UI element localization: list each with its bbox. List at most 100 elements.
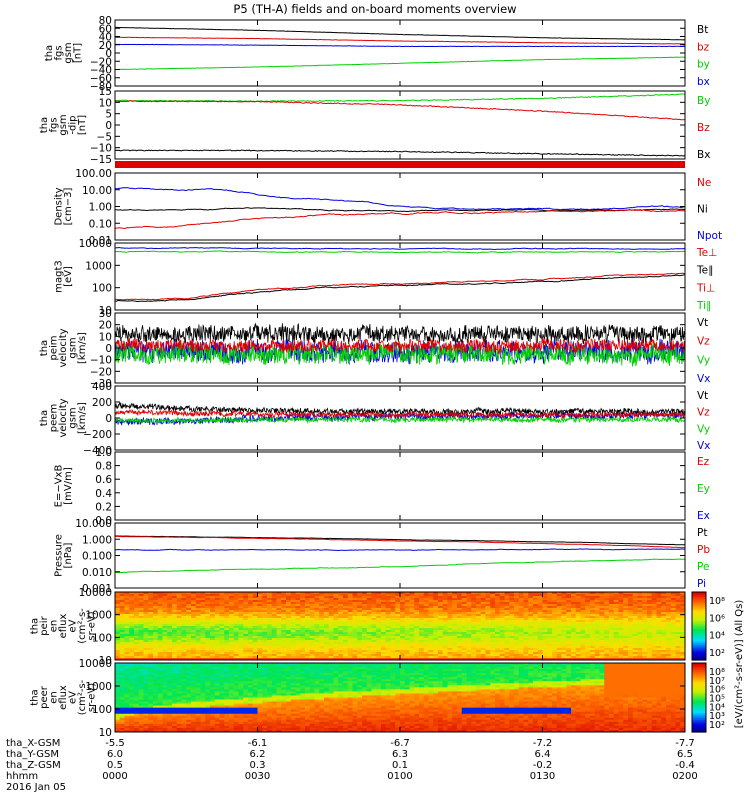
spec-cell — [347, 646, 354, 649]
spec-cell — [419, 634, 425, 637]
spec-cell — [343, 632, 349, 635]
spec-cell — [195, 654, 202, 657]
spec-cell — [423, 608, 430, 611]
spec-cell — [162, 703, 168, 707]
spec-cell — [523, 636, 529, 639]
spec-cell — [338, 630, 344, 633]
spec-cell — [167, 665, 173, 668]
spec-cell — [214, 652, 221, 655]
spec-cell — [191, 594, 197, 597]
spec-cell — [509, 606, 515, 609]
spec-cell — [172, 650, 178, 653]
spec-cell — [181, 689, 187, 693]
spec-cell — [300, 616, 306, 619]
spec-cell — [542, 636, 548, 639]
spec-cell — [119, 697, 126, 701]
spec-cell — [409, 646, 415, 649]
spec-cell — [124, 646, 130, 649]
series-line-Vt — [115, 322, 685, 346]
spec-cell — [509, 600, 515, 603]
spec-cell — [414, 636, 420, 639]
spec-cell — [124, 673, 130, 676]
spec-cell — [176, 642, 183, 645]
spec-cell — [328, 620, 335, 623]
spec-cell — [200, 608, 206, 611]
spec-cell — [176, 658, 183, 660]
spec-cell — [409, 654, 415, 657]
spec-cell — [571, 606, 577, 609]
spec-cell — [153, 709, 159, 713]
spec-cell — [115, 729, 121, 732]
spec-cell — [428, 616, 434, 619]
spec-cell — [590, 658, 596, 660]
spec-cell — [129, 606, 135, 609]
spec-cell — [376, 608, 382, 611]
spec-cell — [138, 723, 145, 727]
spec-cell — [438, 640, 444, 643]
spec-cell — [148, 656, 154, 659]
spec-cell — [162, 658, 168, 660]
spec-cell — [267, 654, 273, 657]
spec-cell — [172, 610, 178, 613]
spec-cell — [186, 654, 192, 657]
spec-cell — [124, 677, 130, 680]
spec-cell — [566, 606, 572, 609]
spec-cell — [309, 608, 316, 611]
spec-cell — [167, 663, 173, 666]
spec-cell — [233, 632, 240, 635]
spec-cell — [281, 592, 287, 595]
spec-cell — [632, 628, 639, 631]
panel-8: 10000100010010thapeirenefluxeV(cm²-s-sr-… — [30, 587, 686, 667]
spec-cell — [162, 687, 168, 690]
spec-cell — [290, 644, 297, 647]
spec-cell — [138, 608, 145, 611]
spec-cell — [352, 600, 358, 603]
spec-cell — [262, 630, 268, 633]
spec-cell — [447, 638, 453, 641]
spec-cell — [134, 614, 140, 617]
spec-cell — [176, 610, 183, 613]
spec-cell — [328, 658, 335, 660]
spec-cell — [390, 620, 396, 623]
spec-cell — [632, 634, 639, 637]
spec-cell — [134, 608, 140, 611]
spec-cell — [167, 612, 173, 615]
spec-cell — [134, 677, 140, 680]
spec-cell — [371, 606, 377, 609]
spec-cell — [153, 650, 159, 653]
spec-cell — [153, 681, 159, 684]
spec-cell — [229, 592, 235, 595]
spec-cell — [229, 610, 235, 613]
spec-cell — [333, 658, 339, 660]
spec-cell — [404, 642, 411, 645]
spec-cell — [153, 725, 159, 729]
spec-cell — [176, 624, 183, 627]
spec-cell — [400, 654, 406, 657]
spec-cell — [504, 620, 510, 623]
spec-cell — [262, 636, 268, 639]
spec-cell — [594, 634, 601, 637]
spec-cell — [476, 608, 482, 611]
spec-cell — [243, 612, 249, 615]
spec-cell — [357, 618, 363, 621]
spec-cell — [452, 618, 458, 621]
spec-cell — [423, 646, 430, 649]
spec-cell — [119, 671, 126, 674]
spec-cell — [675, 626, 681, 629]
spec-cell — [366, 602, 373, 605]
spec-cell — [376, 612, 382, 615]
spec-cell — [661, 626, 667, 629]
spec-cell — [129, 667, 135, 670]
spec-cell — [381, 644, 387, 647]
spec-cell — [286, 650, 292, 653]
spec-cell — [138, 683, 145, 686]
spec-cell — [157, 614, 164, 617]
spec-cell — [642, 620, 648, 623]
spec-cell — [200, 634, 206, 637]
spec-cell — [666, 606, 672, 609]
spec-cell — [224, 658, 230, 660]
spec-cell — [176, 626, 183, 629]
spec-cell — [229, 624, 235, 627]
spec-cell — [167, 658, 173, 660]
spec-cell — [400, 596, 406, 599]
